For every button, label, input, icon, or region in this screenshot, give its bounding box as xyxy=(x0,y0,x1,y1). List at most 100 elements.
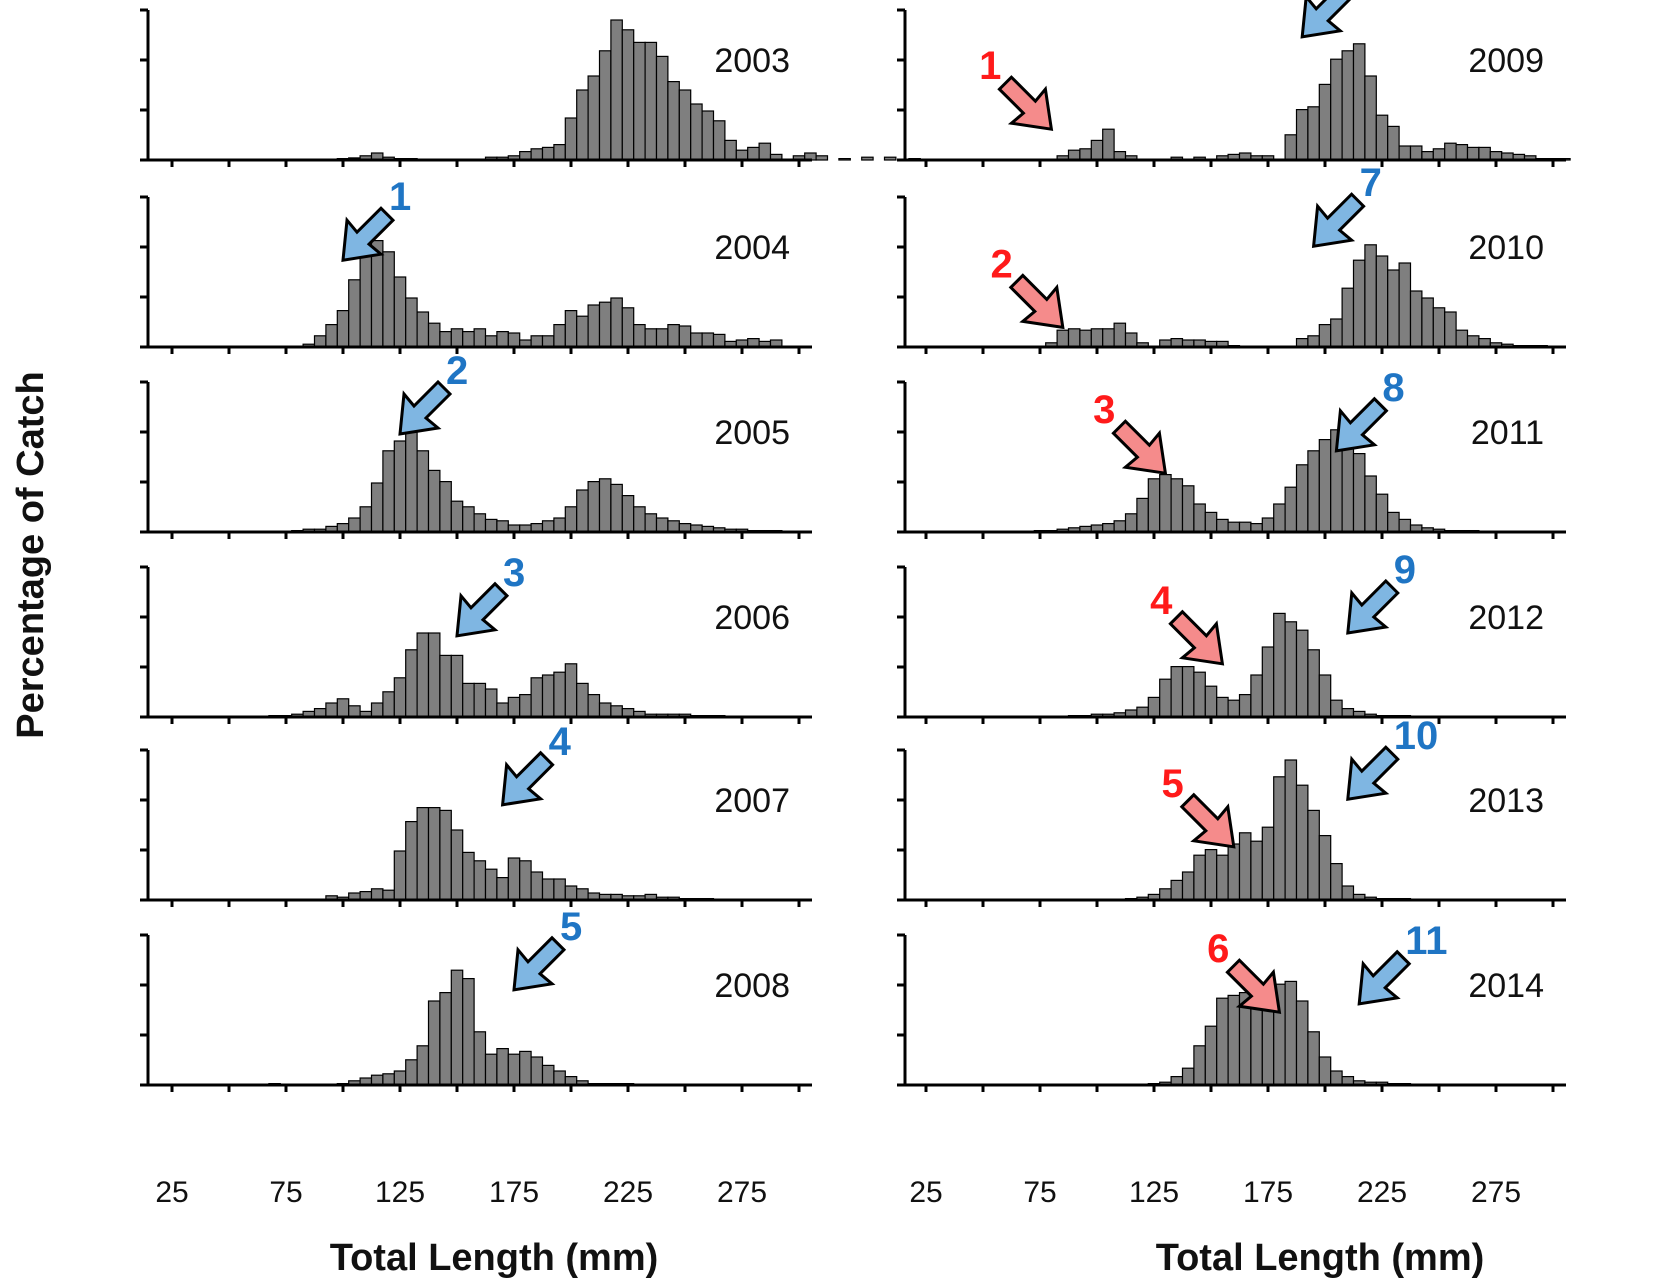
bar-2003-190 xyxy=(541,146,555,161)
bar-2013-180 xyxy=(1273,776,1286,901)
bar-2013-200 xyxy=(1318,834,1332,901)
bar-2006-105 xyxy=(348,705,361,718)
bar-2011-110 xyxy=(1113,520,1127,533)
bar-2005-220 xyxy=(610,483,623,533)
bar-2008-155 xyxy=(462,977,475,1086)
bar-2007-195 xyxy=(553,878,566,901)
bar-2011-155 xyxy=(1216,518,1229,533)
bar-2004-140 xyxy=(427,322,441,348)
bar-2006-145 xyxy=(439,654,452,718)
bar-2007-180 xyxy=(519,860,532,901)
bar-2006-175 xyxy=(507,696,521,718)
bar-2004-230 xyxy=(633,324,646,348)
bar-2009-225 xyxy=(1375,114,1389,161)
red-arrow-label-3: 3 xyxy=(1093,388,1115,432)
bar-2010-100 xyxy=(1090,328,1104,348)
bar-2004-200 xyxy=(564,310,578,348)
bar-2004-235 xyxy=(644,328,658,348)
bar-2010-105 xyxy=(1102,328,1115,348)
panel-year-2014: 2014 xyxy=(1468,967,1544,1005)
bar-2003-310 xyxy=(815,155,829,161)
bar-2011-135 xyxy=(1170,478,1184,533)
bar-2006-165 xyxy=(484,688,498,718)
bar-2003-185 xyxy=(530,148,544,161)
bar-2006-125 xyxy=(393,677,407,718)
bar-2007-200 xyxy=(564,885,578,901)
bar-2007-145 xyxy=(439,809,452,901)
bar-2004-225 xyxy=(621,307,635,348)
bar-2009-235 xyxy=(1398,145,1412,161)
bar-2010-250 xyxy=(1432,307,1446,348)
bar-2011-140 xyxy=(1181,485,1195,533)
bar-2012-140 xyxy=(1181,665,1195,718)
bar-2012-200 xyxy=(1318,674,1332,718)
bar-2004-265 xyxy=(712,333,726,348)
bar-2005-170 xyxy=(496,520,509,533)
bar-2009-260 xyxy=(1455,144,1469,161)
bar-2008-145 xyxy=(439,991,452,1086)
panel-year-2010: 2010 xyxy=(1468,229,1544,267)
bar-2010-220 xyxy=(1364,244,1377,348)
bar-2007-130 xyxy=(405,820,418,901)
bar-2005-125 xyxy=(393,440,407,533)
x-tick-label-225: 225 xyxy=(603,1176,653,1209)
bar-2003-225 xyxy=(621,29,635,161)
bar-2013-150 xyxy=(1204,848,1218,901)
bar-2004-185 xyxy=(530,335,544,348)
bar-2003-240 xyxy=(655,55,669,161)
bar-2008-135 xyxy=(416,1045,430,1086)
x-tick-label-175: 175 xyxy=(489,1176,539,1209)
bar-2004-175 xyxy=(507,332,521,348)
bar-2007-185 xyxy=(530,871,544,901)
bar-2006-170 xyxy=(496,702,509,718)
bar-2005-160 xyxy=(473,513,487,533)
bar-2011-220 xyxy=(1364,475,1377,533)
bar-2004-170 xyxy=(496,331,509,348)
bar-2010-205 xyxy=(1330,318,1343,348)
red-arrow-label-4: 4 xyxy=(1150,579,1173,623)
bar-2014-200 xyxy=(1318,1056,1332,1086)
bar-2004-135 xyxy=(416,311,430,348)
bar-2008-165 xyxy=(484,1053,498,1086)
bar-2003-265 xyxy=(712,120,726,161)
blue-arrow-5 xyxy=(512,935,567,992)
bar-2005-240 xyxy=(655,517,669,533)
bar-2014-140 xyxy=(1181,1067,1195,1086)
bar-2003-230 xyxy=(633,41,646,161)
bar-2011-120 xyxy=(1136,497,1149,533)
pink-arrow-4 xyxy=(1168,609,1225,666)
bar-2003-320 xyxy=(838,158,851,161)
annotation-arrows: 1234567891011123456 xyxy=(341,0,1447,1014)
bar-2012-175 xyxy=(1261,646,1275,718)
bar-2008-185 xyxy=(530,1056,544,1086)
pink-arrow-1 xyxy=(997,75,1054,131)
bar-2005-120 xyxy=(382,450,395,533)
bar-2009-265 xyxy=(1466,146,1480,161)
bar-2009-105 xyxy=(1102,128,1115,161)
bar-2012-195 xyxy=(1307,649,1320,718)
bar-2004-190 xyxy=(541,335,555,348)
panel-year-2009: 2009 xyxy=(1468,42,1544,80)
bar-2004-255 xyxy=(690,332,703,348)
bar-2005-150 xyxy=(450,500,464,533)
bar-2004-245 xyxy=(667,324,680,348)
bar-2007-190 xyxy=(541,878,555,901)
bar-2003-220 xyxy=(610,19,623,161)
bar-2005-130 xyxy=(405,422,418,533)
bar-2011-180 xyxy=(1273,503,1286,533)
bar-2013-170 xyxy=(1250,840,1263,901)
bar-2006-150 xyxy=(450,654,464,718)
bar-2009-195 xyxy=(1307,106,1320,161)
bar-2006-215 xyxy=(598,702,612,718)
bar-2011-130 xyxy=(1159,474,1172,533)
bar-2006-95 xyxy=(325,702,338,718)
blue-arrow-label-2: 2 xyxy=(446,349,468,393)
blue-arrow-label-7: 7 xyxy=(1360,161,1382,205)
red-arrow-label-6: 6 xyxy=(1207,927,1229,971)
bar-2012-205 xyxy=(1330,699,1343,718)
bar-2004-240 xyxy=(655,328,669,348)
bar-2004-90 xyxy=(313,335,327,348)
bar-2008-160 xyxy=(473,1031,487,1086)
bar-2012-125 xyxy=(1147,696,1161,718)
